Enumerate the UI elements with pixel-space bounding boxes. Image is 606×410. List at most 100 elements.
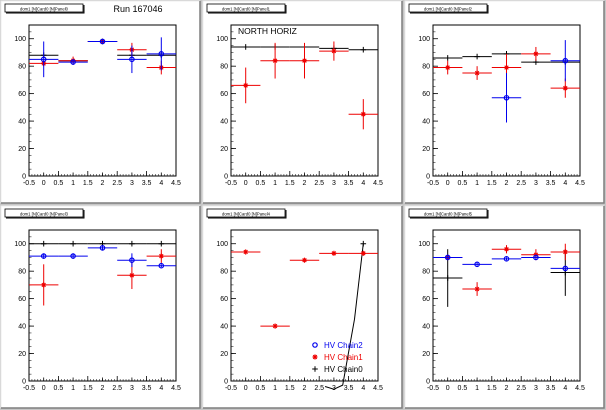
y-tick-label: 100 [418, 241, 430, 248]
pad-background [1, 206, 200, 408]
x-tick-label: 1 [273, 180, 277, 187]
x-tick-label: 1.5 [83, 180, 93, 187]
plot-title: dom1 [N]Card0 [N]Panel4 [222, 212, 271, 217]
data-point [444, 275, 451, 281]
data-point [533, 254, 539, 261]
y-tick-label: 80 [18, 64, 26, 71]
data-point [444, 254, 451, 261]
x-tick-label: 4.5 [373, 180, 383, 187]
data-point [158, 262, 165, 269]
data-point [360, 111, 366, 117]
data-point [562, 57, 569, 64]
y-tick-label: 0 [22, 174, 26, 181]
data-point [129, 56, 135, 63]
x-tick-label: 0.5 [256, 180, 266, 187]
plot-title-frame [206, 208, 286, 218]
fit-curve [324, 243, 364, 390]
data-point [331, 250, 337, 256]
plot-title-shadow [208, 5, 287, 14]
x-tick-label: 3 [534, 385, 538, 392]
y-tick-label: 40 [422, 324, 430, 331]
plot-title-shadow [6, 210, 85, 219]
series-hv-chain0 [29, 240, 176, 247]
pad-background [203, 1, 402, 203]
y-tick-label: 80 [220, 269, 228, 276]
pad-bevel-dark [203, 1, 403, 204]
data-point [474, 53, 480, 60]
x-tick-label: 1.5 [83, 385, 93, 392]
plot-title-box: dom1 [N]Card0 [N]Panel1 [206, 3, 287, 14]
x-tick-label: -0.5 [427, 385, 439, 392]
data-point [272, 323, 278, 329]
x-tick-label: 0.5 [54, 180, 64, 187]
data-point [533, 51, 539, 57]
pad-bevel-dark [405, 1, 605, 204]
pad-background [1, 1, 200, 203]
series-hv-chain2 [491, 40, 580, 123]
y-tick-label: 20 [220, 351, 228, 358]
data-point [272, 58, 278, 64]
x-tick-label: -0.5 [225, 180, 237, 187]
series-hv-chain1 [231, 41, 378, 130]
plot-title: dom1 [N]Card0 [N]Panel5 [424, 212, 473, 217]
data-point [301, 58, 308, 64]
y-tick-label: 40 [18, 119, 26, 126]
x-tick-label: 4.5 [575, 180, 585, 187]
x-tick-label: -0.5 [23, 385, 35, 392]
pad-background [405, 206, 604, 408]
x-tick-label: 4.5 [171, 180, 181, 187]
plot-title-frame [4, 208, 84, 218]
legend-label: HV Chain2 [324, 341, 363, 350]
legend-label: HV Chain0 [324, 365, 363, 374]
data-point [40, 240, 47, 247]
pad-bevel-light [0, 205, 200, 408]
data-point [129, 240, 135, 247]
x-tick-label: 0 [42, 385, 46, 392]
x-tick-label: 3.5 [142, 180, 152, 187]
y-tick-label: 100 [216, 36, 228, 43]
x-tick-label: 0 [446, 180, 450, 187]
series-hv-chain2 [29, 37, 176, 78]
run-label: Run 167046 [113, 4, 162, 14]
x-tick-label: 4.5 [575, 385, 585, 392]
x-tick-label: 4 [361, 180, 365, 187]
x-tick-label: -0.5 [23, 180, 35, 187]
data-point [70, 59, 76, 65]
plot-title: dom1 [N]Card0 [N]Panel2 [424, 7, 473, 12]
x-tick-label: 4 [563, 385, 567, 392]
legend-marker [312, 366, 318, 372]
plot-title-frame [408, 208, 488, 218]
y-tick-label: 0 [426, 174, 430, 181]
x-tick-label: 2 [101, 180, 105, 187]
x-tick-label: 1 [71, 180, 75, 187]
x-tick-label: 4 [563, 180, 567, 187]
x-tick-label: 3 [130, 180, 134, 187]
x-tick-label: 2.5 [112, 385, 122, 392]
legend-label: HV Chain1 [324, 353, 363, 362]
chart-panel-6: dom1 [N]Card0 [N]Panel5-0.5 0 0.5 1 1.5 2 2.5 3… [404, 205, 605, 409]
data-point [40, 56, 47, 63]
x-tick-label: 2.5 [516, 385, 526, 392]
y-tick-label: 40 [220, 324, 228, 331]
pad-bevel-dark [405, 206, 605, 409]
data-point [562, 85, 568, 91]
y-tick-label: 100 [14, 36, 26, 43]
legend-marker [312, 354, 318, 360]
x-tick-label: 1.5 [285, 385, 295, 392]
y-tick-label: 80 [18, 269, 26, 276]
x-tick-label: 4 [159, 180, 163, 187]
y-tick-label: 100 [418, 36, 430, 43]
plot-title-box: dom1 [N]Card0 [N]Panel2 [408, 3, 489, 14]
plot-title-frame [206, 3, 286, 13]
x-tick-label: 0 [244, 385, 248, 392]
y-tick-label: 0 [426, 379, 430, 386]
data-point [444, 55, 451, 61]
data-point [158, 253, 164, 259]
y-tick-label: 20 [220, 146, 228, 153]
chart-panel-1: dom1 [N]Card0 [N]Panel0-0.5 0 0.5 1 1.5 2 2.5 3… [0, 0, 201, 204]
x-tick-label: 0.5 [54, 385, 64, 392]
plot-title-frame [408, 3, 488, 13]
data-point [562, 249, 568, 255]
x-tick-label: 4 [361, 385, 365, 392]
